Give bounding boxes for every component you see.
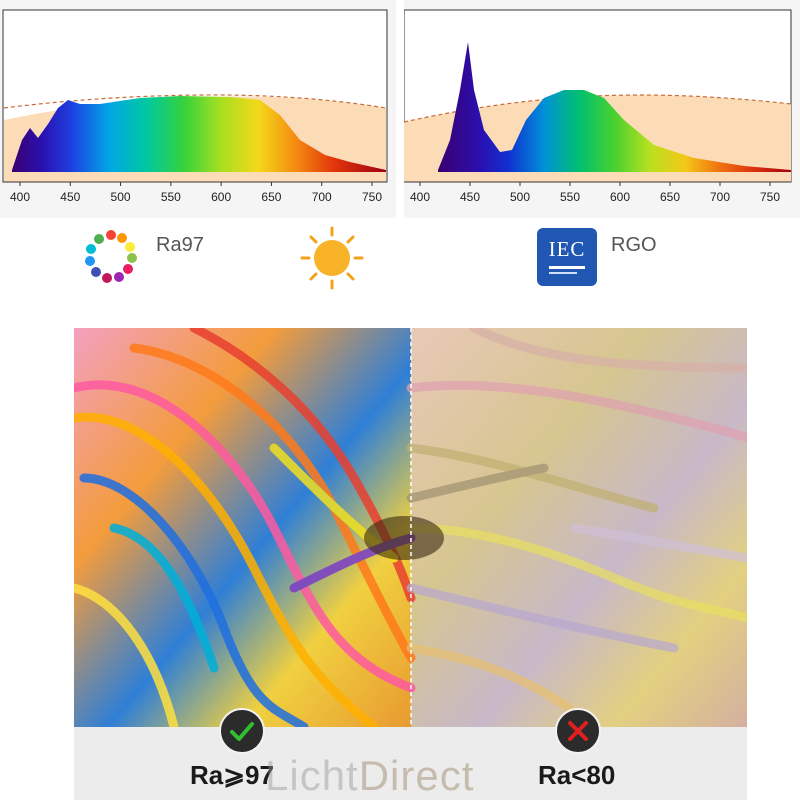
rgo-spectrum-svg: 400 450 500 550 600 650 700 750 (404, 9, 792, 204)
full-spectrum-svg: 400 450 500 550 600 650 700 750 (2, 9, 388, 204)
x-tick-label: 500 (111, 190, 131, 204)
x-tick-label: 450 (60, 190, 80, 204)
color-rendering-comparison-image (74, 328, 747, 727)
iec-text: IEC (548, 237, 586, 261)
cross-icon (568, 721, 588, 741)
x-tick-label: 650 (660, 190, 680, 204)
iec-icon: IEC (537, 228, 597, 286)
x-tick-label: 650 (261, 190, 281, 204)
comparison-artwork (74, 328, 747, 727)
color-wheel-icon (85, 230, 137, 283)
x-tick-label: 600 (211, 190, 231, 204)
low-cri-label: Ra<80 (538, 760, 616, 790)
x-tick-label: 750 (362, 190, 382, 204)
x-tick-label: 400 (10, 190, 30, 204)
ra-label: Ra97 (156, 234, 204, 256)
x-tick-label: 550 (161, 190, 181, 204)
x-tick-label: 500 (510, 190, 530, 204)
daylight-curve (3, 94, 387, 109)
iec-bar-secondary (549, 272, 577, 274)
comparison-label-bar (74, 727, 747, 800)
rgo-spectrum-chart: 400 450 500 550 600 650 700 750 (404, 0, 800, 218)
rgo-label: RGO (611, 234, 657, 256)
x-tick-label: 450 (460, 190, 480, 204)
iec-bar (549, 266, 585, 269)
x-axis: 400 450 500 550 600 650 700 750 (10, 182, 382, 204)
x-tick-label: 750 (760, 190, 780, 204)
full-spectrum-curve (12, 96, 386, 172)
check-icon (230, 722, 254, 741)
full-spectrum-chart: 400 450 500 550 600 650 700 750 (0, 0, 396, 218)
x-tick-label: 700 (710, 190, 730, 204)
cross-badge (555, 708, 601, 754)
x-axis: 400 450 500 550 600 650 700 750 (410, 182, 780, 204)
sun-icon (300, 226, 364, 290)
x-tick-label: 600 (610, 190, 630, 204)
x-tick-label: 700 (312, 190, 332, 204)
rgo-spectrum-curve (438, 42, 791, 172)
high-cri-label: Ra⩾97 (190, 760, 274, 790)
x-tick-label: 400 (410, 190, 430, 204)
check-badge (219, 708, 265, 754)
x-tick-label: 550 (560, 190, 580, 204)
